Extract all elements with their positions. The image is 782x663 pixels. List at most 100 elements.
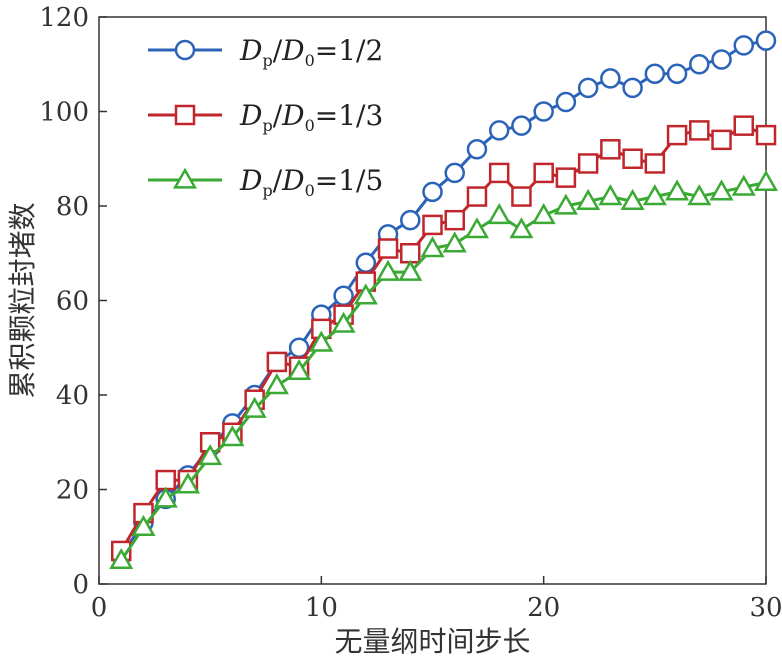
data-point: [509, 217, 534, 239]
series-layer: [109, 30, 779, 570]
data-point: [331, 311, 356, 333]
data-point: [444, 162, 465, 184]
legend-label-part: 0: [305, 51, 315, 70]
legend-label-part: D: [239, 99, 262, 132]
data-point: [466, 139, 488, 160]
legend-label-part: =1/2: [315, 34, 384, 67]
data-point: [600, 68, 621, 89]
data-point: [666, 63, 688, 84]
data-point: [355, 252, 377, 273]
data-point: [555, 91, 577, 113]
legend-label-part: D: [281, 34, 304, 67]
data-point: [466, 186, 488, 207]
data-point: [488, 120, 510, 141]
data-point: [464, 217, 490, 239]
data-point: [576, 188, 601, 210]
y-tick-label: 60: [56, 287, 89, 317]
data-point: [398, 259, 423, 281]
ticks: 0 10 20 30 0 20 40 60 80 100 120: [39, 3, 782, 623]
legend-label-part: =1/3: [315, 99, 384, 132]
legend-label: Dp/D0=1/2: [239, 34, 383, 70]
data-point: [755, 124, 777, 146]
legend-label-part: p: [262, 181, 272, 200]
data-point: [753, 169, 779, 192]
data-point: [264, 373, 289, 395]
data-point: [553, 193, 578, 215]
data-point: [598, 184, 623, 206]
x-tick-label: 0: [91, 593, 108, 623]
series-line: [119, 39, 767, 557]
legend-label: Dp/D0=1/5: [239, 164, 383, 200]
legend: Dp/D0=1/2Dp/D0=1/3Dp/D0=1/5: [148, 34, 383, 200]
legend-label-part: D: [239, 34, 262, 67]
legend-label-part: /: [273, 99, 283, 132]
data-point: [622, 77, 643, 99]
data-point: [665, 179, 690, 201]
legend-label-part: /: [273, 164, 283, 197]
data-point: [620, 188, 645, 210]
data-point: [644, 153, 666, 174]
data-point: [420, 236, 445, 258]
data-point: [377, 238, 399, 259]
legend-label-part: D: [239, 164, 262, 197]
legend-marker: [174, 39, 196, 61]
data-point: [131, 514, 156, 536]
data-point: [711, 49, 732, 70]
data-point: [533, 162, 554, 184]
data-point: [555, 167, 577, 188]
data-point: [733, 115, 755, 136]
series-circle: [110, 30, 777, 566]
legend-label-part: D: [281, 99, 304, 132]
data-point: [175, 472, 200, 494]
data-point: [531, 203, 556, 225]
data-point: [220, 425, 245, 447]
legend-marker: [174, 104, 196, 126]
data-point: [422, 214, 443, 236]
x-tick-label: 20: [527, 593, 560, 623]
data-point: [511, 115, 532, 136]
data-point: [687, 184, 712, 206]
legend-label-part: p: [262, 51, 272, 70]
legend-entry: Dp/D0=1/3: [148, 99, 383, 135]
data-point: [488, 162, 510, 184]
x-tick-label: 10: [305, 593, 338, 623]
data-point: [155, 469, 176, 491]
y-tick-label: 0: [72, 570, 89, 600]
data-point: [533, 101, 554, 122]
y-tick-label: 40: [56, 381, 89, 411]
data-point: [400, 209, 421, 231]
data-point: [442, 231, 467, 253]
data-point: [689, 120, 710, 141]
legend-label: Dp/D0=1/3: [239, 99, 383, 135]
data-point: [198, 444, 223, 466]
data-point: [689, 54, 710, 75]
data-point: [400, 243, 421, 264]
data-point: [487, 203, 512, 225]
series-line: [119, 124, 767, 552]
data-point: [444, 209, 465, 231]
data-point: [511, 186, 532, 207]
x-axis-title: 无量纲时间步长: [334, 625, 530, 658]
data-point: [266, 351, 288, 373]
legend-entry: Dp/D0=1/5: [148, 164, 383, 200]
data-point: [375, 259, 401, 281]
x-tick-label: 30: [749, 593, 782, 623]
series-triangle: [109, 169, 779, 570]
data-point: [577, 153, 599, 174]
data-point: [242, 396, 267, 418]
data-point: [666, 124, 688, 146]
data-point: [309, 330, 334, 352]
data-point: [622, 148, 643, 169]
data-point: [731, 174, 756, 196]
data-point: [109, 547, 134, 570]
data-point: [644, 63, 666, 84]
legend-label-part: /: [273, 34, 283, 67]
data-point: [353, 283, 378, 305]
legend-label-part: 0: [305, 181, 315, 200]
legend-label-part: =1/5: [315, 164, 384, 197]
legend-marker: [172, 167, 198, 189]
data-point: [733, 35, 755, 56]
y-tick-label: 120: [39, 3, 89, 33]
plot-frame: [98, 16, 767, 585]
